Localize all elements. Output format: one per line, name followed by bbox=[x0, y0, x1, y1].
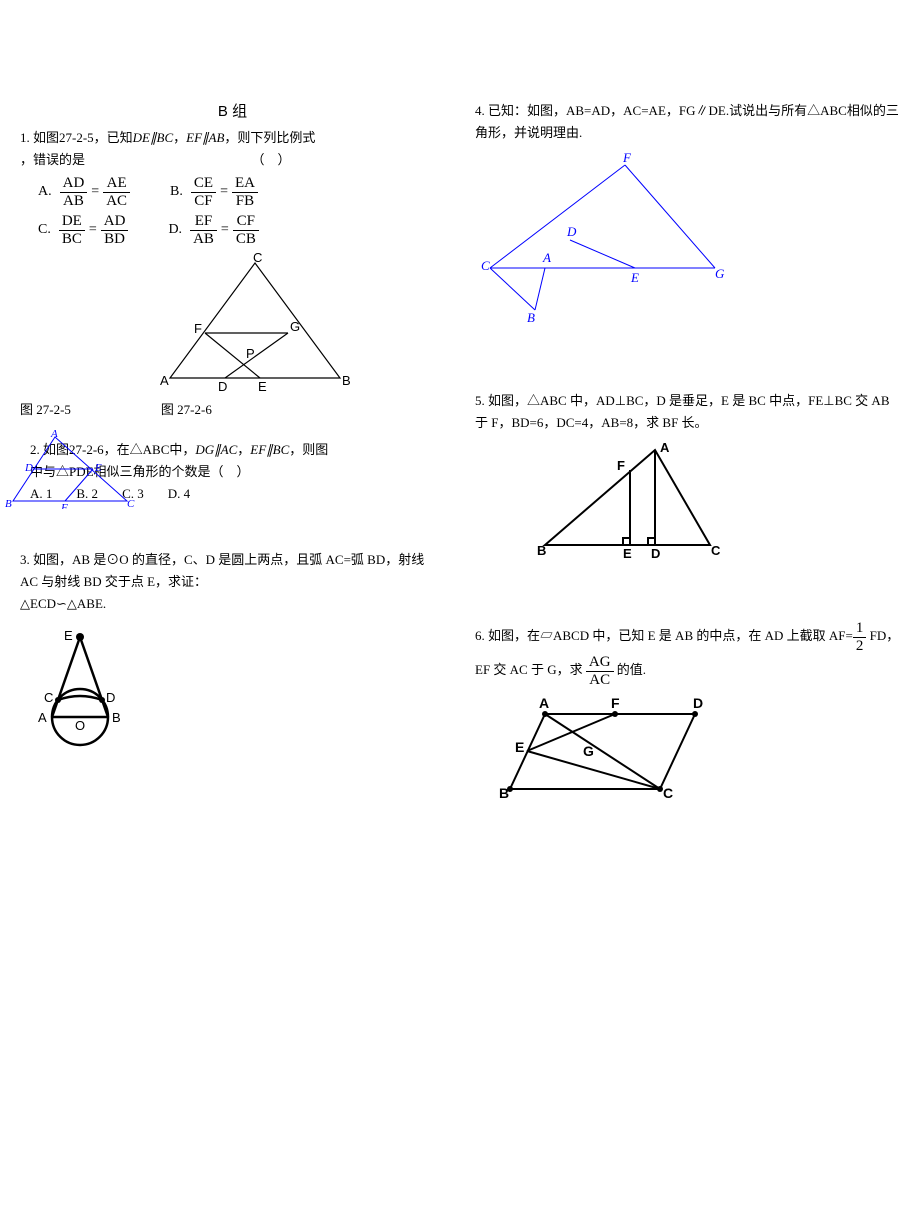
svg-text:B: B bbox=[342, 373, 350, 388]
svg-text:C: C bbox=[44, 690, 53, 705]
svg-text:C: C bbox=[253, 253, 262, 265]
q1-tb: DE∥BC bbox=[133, 130, 173, 145]
q1-opt-c: C. DEBC = ADBD bbox=[38, 213, 128, 247]
svg-text:F: F bbox=[622, 150, 632, 165]
svg-text:A: A bbox=[160, 373, 169, 388]
svg-text:F: F bbox=[611, 695, 620, 711]
figure-q5: A B C D E F bbox=[535, 440, 725, 560]
fig-cap-b: 图 27-2-6 bbox=[161, 399, 212, 421]
question-4: 4. 已知：如图，AB=AD，AC=AE，FG∥DE.试说出与所有△ABC相似的… bbox=[475, 100, 900, 330]
question-5: 5. 如图，△ABC 中，AD⊥BC，D 是垂足，E 是 BC 中点，FE⊥BC… bbox=[475, 390, 900, 560]
svg-text:A: A bbox=[542, 250, 551, 265]
q6-tc: 的值. bbox=[614, 662, 647, 677]
question-3: 3. 如图，AB 是⊙O 的直径，C、D 是圆上两点，且弧 AC=弧 BD，射线… bbox=[20, 549, 445, 751]
svg-text:C: C bbox=[711, 543, 721, 558]
q2-td: EF∥BC bbox=[250, 442, 289, 457]
figure-q6: A F D E G B C bbox=[495, 694, 715, 804]
figure-q3-circle: E C D A B O bbox=[20, 622, 140, 752]
q4-ta: 4. 已知：如图，AB=AD，AC=AE，FG∥DE.试说出与所有△ABC相似的… bbox=[475, 100, 900, 144]
svg-text:A: A bbox=[660, 440, 670, 455]
q6-ta: 6. 如图，在▱ABCD 中，已知 E 是 AB 的中点，在 AD 上截取 AF… bbox=[475, 628, 853, 643]
svg-text:A: A bbox=[38, 710, 47, 725]
svg-text:D: D bbox=[651, 546, 660, 560]
q1-text: 1. 如图27-2-5，已知DE∥BC，EF∥AB，则下列比例式 bbox=[20, 127, 445, 149]
q1-opt-a-label: A. bbox=[38, 180, 52, 204]
svg-text:E: E bbox=[515, 739, 524, 755]
svg-text:A: A bbox=[539, 695, 549, 711]
section-title: B 组 bbox=[20, 100, 445, 121]
q2-tb: DG∥AC bbox=[195, 442, 237, 457]
svg-text:F: F bbox=[617, 458, 625, 473]
svg-text:B: B bbox=[112, 710, 121, 725]
svg-text:D: D bbox=[218, 379, 227, 393]
fig-cap-a: 图 27-2-5 bbox=[20, 399, 71, 421]
q3-ta: 3. 如图，AB 是⊙O 的直径，C、D 是圆上两点，且弧 AC=弧 BD，射线… bbox=[20, 549, 445, 593]
svg-text:E: E bbox=[623, 546, 632, 560]
q1-opt-c-label: C. bbox=[38, 218, 51, 242]
q1-ta: 1. 如图27-2-5，已知 bbox=[20, 130, 133, 145]
q1-td: EF∥AB bbox=[186, 130, 224, 145]
q2-tc: ， bbox=[237, 442, 250, 457]
svg-text:C: C bbox=[481, 258, 490, 273]
svg-text:G: G bbox=[290, 319, 300, 334]
q1-opt-d-label: D. bbox=[168, 218, 182, 242]
svg-text:D: D bbox=[106, 690, 115, 705]
q1-opt-b: B. CECF = EAFB bbox=[170, 175, 258, 209]
svg-text:B: B bbox=[5, 498, 12, 509]
q1-opt-b-label: B. bbox=[170, 180, 183, 204]
q1-text2: ，错误的是 （ ） bbox=[20, 149, 445, 171]
svg-text:O: O bbox=[75, 718, 85, 733]
question-6: 6. 如图，在▱ABCD 中，已知 E 是 AB 的中点，在 AD 上截取 AF… bbox=[475, 620, 900, 804]
svg-text:B: B bbox=[527, 310, 535, 325]
svg-text:B: B bbox=[499, 785, 509, 801]
q1-tf: ，错误的是 bbox=[20, 152, 85, 167]
svg-text:E: E bbox=[258, 379, 267, 393]
svg-text:E: E bbox=[64, 628, 73, 643]
svg-text:D: D bbox=[566, 224, 577, 239]
svg-text:G: G bbox=[583, 743, 594, 759]
figure-q4: C F G A D E B bbox=[475, 150, 735, 330]
q1-blank: （ ） bbox=[252, 152, 291, 167]
q1-tc: ， bbox=[173, 130, 186, 145]
svg-text:B: B bbox=[537, 543, 546, 558]
q1-te: ，则下列比例式 bbox=[224, 130, 315, 145]
question-1: 1. 如图27-2-5，已知DE∥BC，EF∥AB，则下列比例式 ，错误的是 （… bbox=[20, 127, 445, 421]
question-2: A B C D E F 2. 如图27-2-6，在△ABC中，DG∥AC，EF∥… bbox=[20, 439, 445, 519]
q2-te: ，则图 bbox=[289, 442, 328, 457]
svg-text:D: D bbox=[693, 695, 703, 711]
q2-overlay-triangle: A B C D E F bbox=[5, 429, 135, 509]
svg-text:D: D bbox=[24, 462, 33, 474]
svg-text:E: E bbox=[630, 270, 639, 285]
q1-opt-a: A. ADAB = AEAC bbox=[38, 175, 130, 209]
q1-opt-d: D. EFAB = CFCB bbox=[168, 213, 258, 247]
svg-text:E: E bbox=[94, 462, 102, 474]
q5-ta: 5. 如图，△ABC 中，AD⊥BC，D 是垂足，E 是 BC 中点，FE⊥BC… bbox=[475, 390, 900, 434]
svg-text:C: C bbox=[127, 498, 135, 509]
svg-text:C: C bbox=[663, 785, 673, 801]
q6-line: 6. 如图，在▱ABCD 中，已知 E 是 AB 的中点，在 AD 上截取 AF… bbox=[475, 620, 900, 688]
q2-opt-d: D. 4 bbox=[168, 483, 190, 505]
svg-text:A: A bbox=[50, 429, 58, 440]
figure-27-2-6: A B C F G D E P bbox=[160, 253, 350, 393]
svg-text:F: F bbox=[60, 502, 68, 509]
q3-tb: △ECD∽△ABE. bbox=[20, 593, 445, 615]
svg-text:F: F bbox=[194, 321, 202, 336]
svg-text:G: G bbox=[715, 266, 725, 281]
svg-text:P: P bbox=[246, 346, 255, 361]
